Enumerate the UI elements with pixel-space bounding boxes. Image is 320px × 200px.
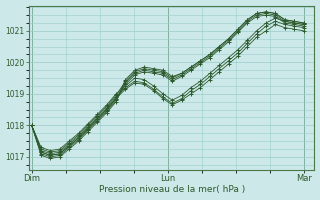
X-axis label: Pression niveau de la mer( hPa ): Pression niveau de la mer( hPa ) xyxy=(99,185,245,194)
